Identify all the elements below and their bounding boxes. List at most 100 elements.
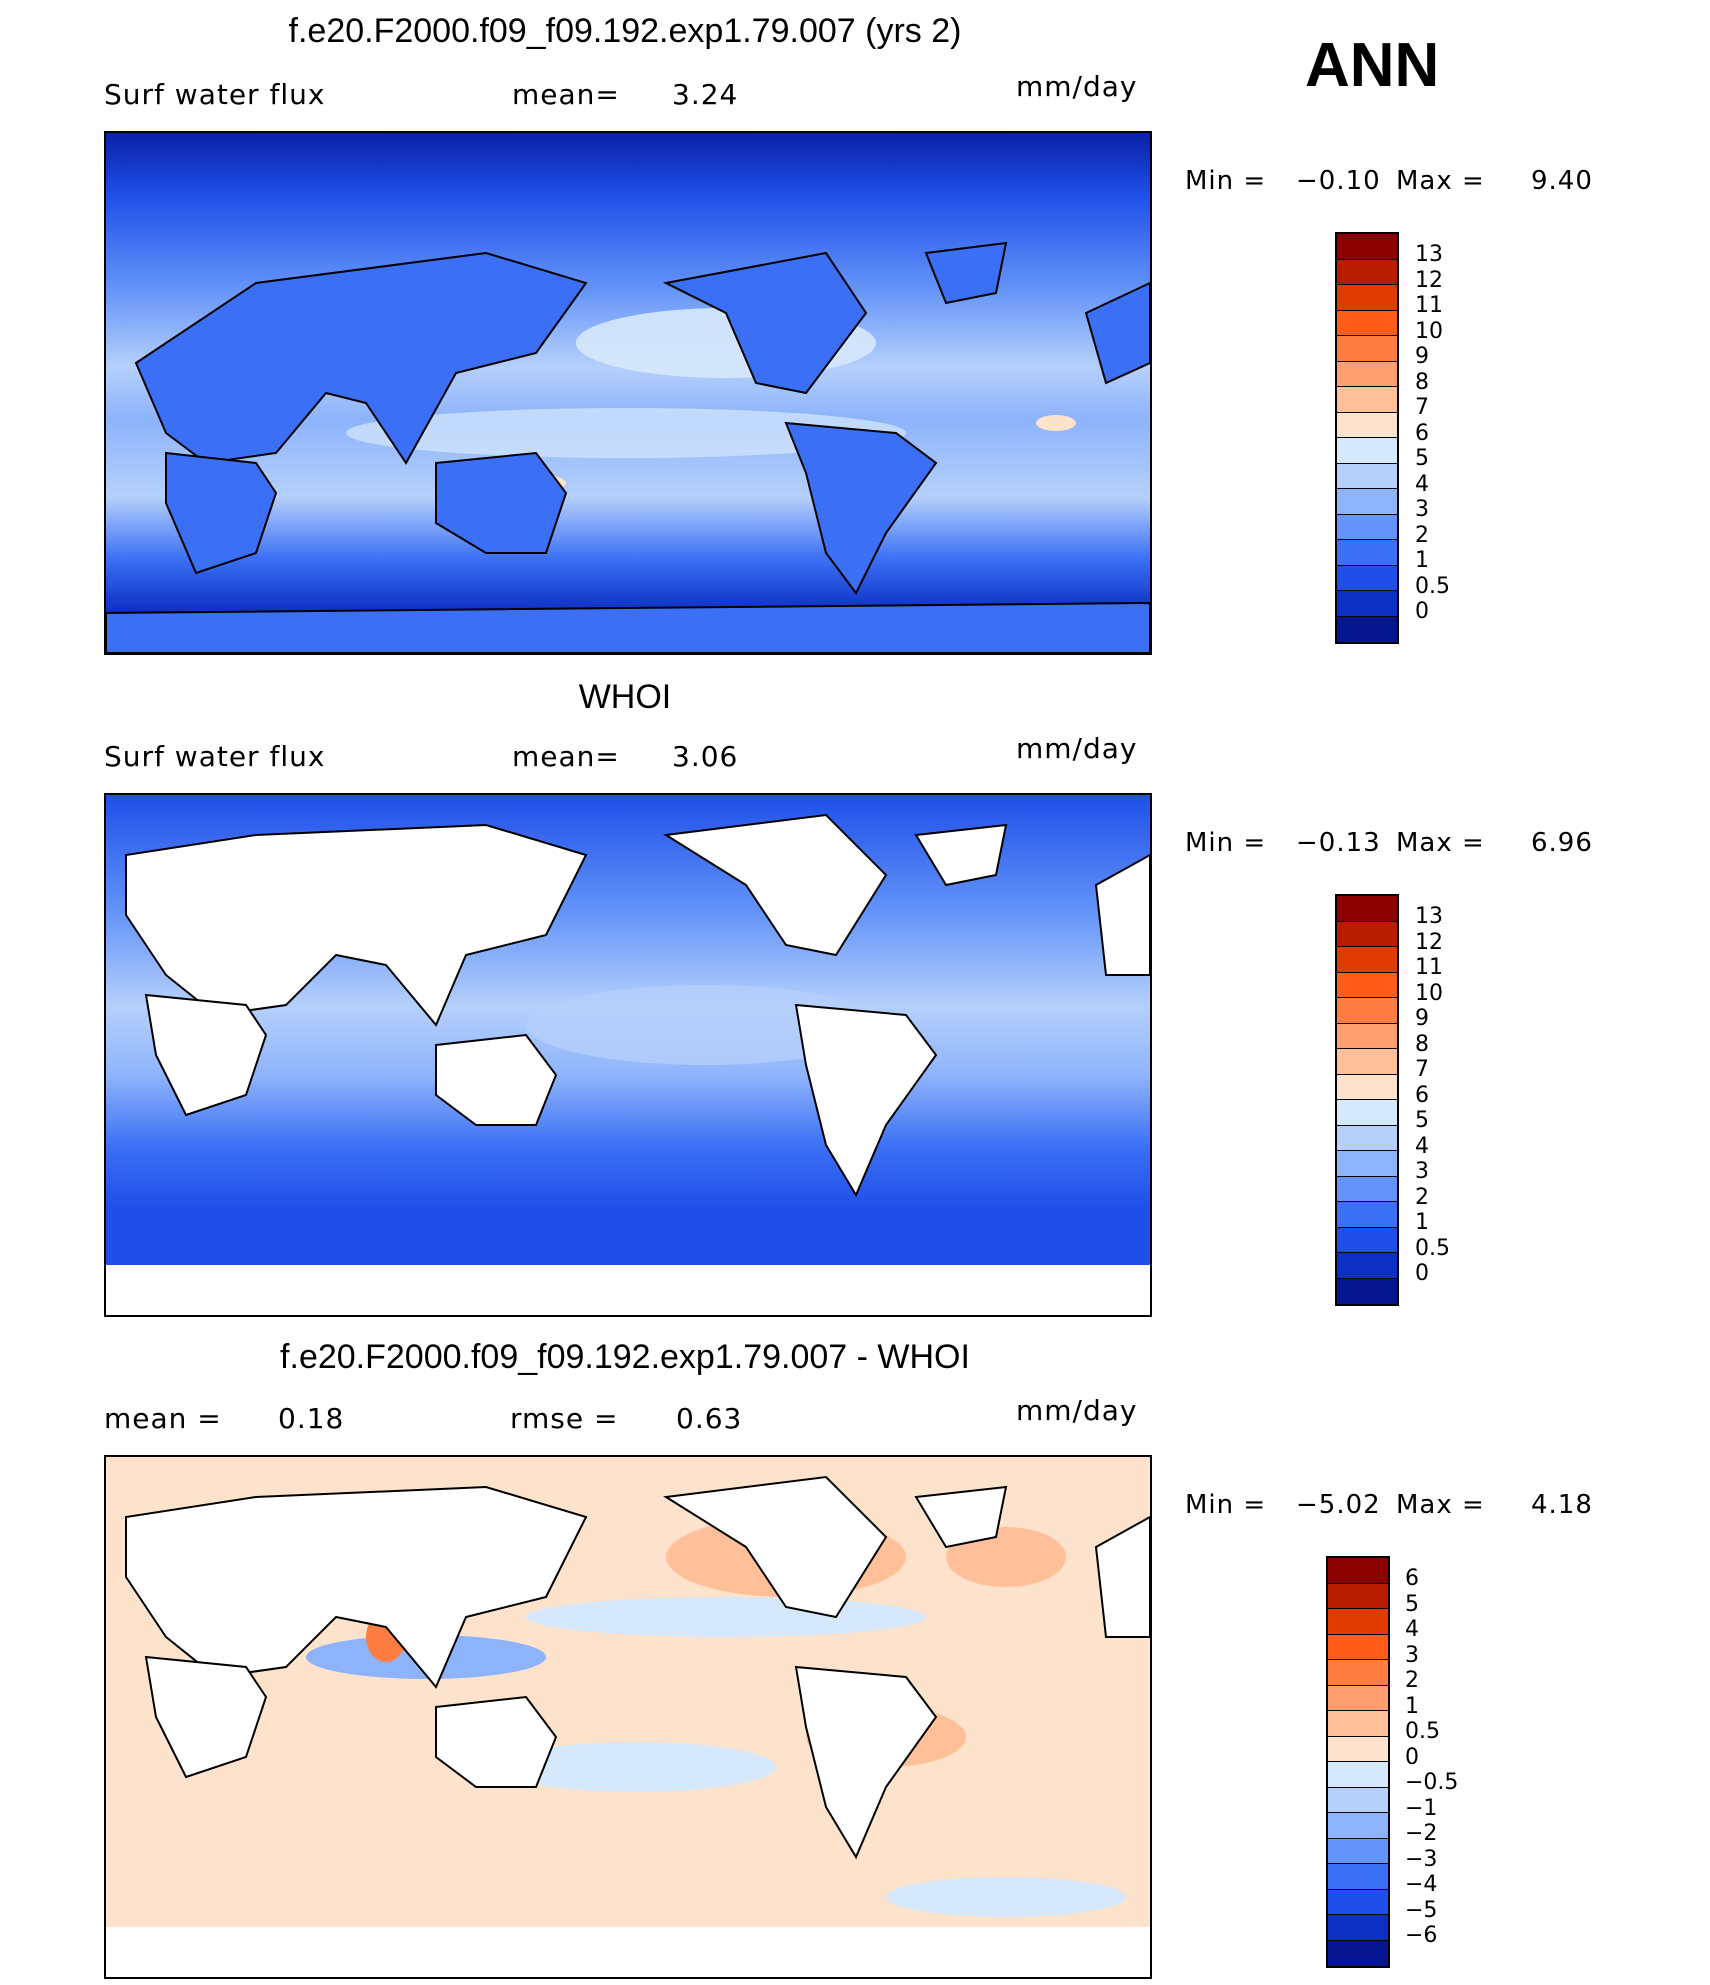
colorbar-segment <box>1337 1151 1397 1177</box>
panel3-map <box>104 1455 1152 1979</box>
colorbar-tick-label: 5 <box>1415 1108 1429 1133</box>
colorbar-tick-label: 7 <box>1415 395 1429 420</box>
panel2-units: mm/day <box>1016 732 1138 765</box>
colorbar-segment <box>1328 1609 1388 1635</box>
panel2-field-label: Surf water flux <box>104 740 326 773</box>
colorbar-segment <box>1337 259 1397 285</box>
colorbar-segment <box>1337 591 1397 617</box>
panel2-mean-label: mean= <box>512 740 620 773</box>
colorbar-tick-label: 4 <box>1415 1133 1429 1159</box>
panel3-map-plot <box>106 1457 1150 1977</box>
panel3-rmse-label: rmse = <box>510 1402 619 1435</box>
colorbar-segment <box>1328 1787 1388 1813</box>
colorbar-segment <box>1337 234 1397 260</box>
colorbar-tick-label: 9 <box>1415 344 1429 369</box>
colorbar-segment <box>1328 1889 1388 1915</box>
colorbar-tick-label: −5 <box>1405 1897 1438 1923</box>
colorbar-tick-label: 2 <box>1415 1184 1429 1210</box>
colorbar-segment <box>1337 1227 1397 1253</box>
colorbar-tick-label: 9 <box>1415 1006 1429 1031</box>
colorbar-tick-label: 13 <box>1415 242 1443 267</box>
panel2-min-value: −0.13 <box>1296 828 1381 858</box>
colorbar-tick-label: 0.5 <box>1415 573 1450 599</box>
panel2-map-plot <box>106 795 1150 1315</box>
panel2-max-label: Max = <box>1396 828 1485 858</box>
colorbar-segment <box>1337 285 1397 311</box>
panel1-mean-value: 3.24 <box>672 78 739 111</box>
colorbar-segment <box>1337 361 1397 387</box>
panel3-mean-label: mean = <box>104 1402 222 1435</box>
panel1-title: f.e20.F2000.f09_f09.192.exp1.79.007 (yrs… <box>288 12 962 50</box>
colorbar-tick-label: −3 <box>1405 1846 1438 1872</box>
panel3-min-value: −5.02 <box>1296 1490 1381 1520</box>
colorbar-segment <box>1337 1100 1397 1126</box>
colorbar-segment <box>1337 1049 1397 1075</box>
panel1-map <box>104 131 1152 655</box>
panel2-map <box>104 793 1152 1317</box>
colorbar-segment <box>1337 310 1397 336</box>
colorbar-tick-label: −2 <box>1405 1821 1438 1846</box>
panel3-mean-value: 0.18 <box>278 1402 345 1435</box>
colorbar-tick-label: 0 <box>1415 1261 1429 1286</box>
panel2-colorbar <box>1335 894 1399 1306</box>
colorbar-tick-label: 6 <box>1415 420 1429 446</box>
colorbar-tick-label: 10 <box>1415 980 1443 1006</box>
panel1-max-value: 9.40 <box>1531 166 1593 196</box>
colorbar-segment <box>1337 896 1397 922</box>
colorbar-tick-label: −1 <box>1405 1795 1438 1821</box>
colorbar-segment <box>1337 1074 1397 1100</box>
panel1-units: mm/day <box>1016 70 1138 103</box>
colorbar-segment <box>1328 1864 1388 1890</box>
panel3-title: f.e20.F2000.f09_f09.192.exp1.79.007 - WH… <box>280 1338 970 1376</box>
colorbar-segment <box>1337 336 1397 362</box>
colorbar-segment <box>1337 1125 1397 1151</box>
colorbar-tick-label: −4 <box>1405 1872 1438 1897</box>
colorbar-tick-label: 4 <box>1415 471 1429 497</box>
colorbar-segment <box>1328 1813 1388 1839</box>
colorbar-tick-label: 12 <box>1415 267 1443 293</box>
colorbar-tick-label: 3 <box>1415 497 1429 522</box>
colorbar-segment <box>1328 1685 1388 1711</box>
panel3-max-value: 4.18 <box>1531 1490 1593 1520</box>
colorbar-tick-label: 11 <box>1415 955 1443 980</box>
colorbar-segment <box>1328 1558 1388 1584</box>
colorbar-tick-label: 11 <box>1415 293 1443 318</box>
colorbar-tick-label: 1 <box>1415 1210 1429 1235</box>
colorbar-tick-label: 4 <box>1405 1617 1419 1642</box>
colorbar-segment <box>1337 1278 1397 1304</box>
colorbar-segment <box>1337 1023 1397 1049</box>
colorbar-tick-label: 5 <box>1415 446 1429 471</box>
panel1-mean-label: mean= <box>512 78 620 111</box>
colorbar-segment <box>1337 412 1397 438</box>
panel3-rmse-value: 0.63 <box>676 1402 743 1435</box>
colorbar-segment <box>1328 1838 1388 1864</box>
colorbar-tick-label: 6 <box>1405 1566 1419 1591</box>
colorbar-tick-label: 3 <box>1405 1642 1419 1668</box>
panel1-colorbar <box>1335 232 1399 644</box>
panel3-max-label: Max = <box>1396 1490 1485 1520</box>
colorbar-tick-label: 0 <box>1415 599 1429 624</box>
colorbar-segment <box>1337 540 1397 566</box>
colorbar-tick-label: −0.5 <box>1405 1770 1459 1795</box>
colorbar-tick-label: −6 <box>1405 1923 1438 1948</box>
colorbar-segment <box>1337 1176 1397 1202</box>
colorbar-tick-label: 3 <box>1415 1159 1429 1184</box>
colorbar-segment <box>1337 1202 1397 1228</box>
colorbar-tick-label: 0 <box>1405 1744 1419 1770</box>
colorbar-segment <box>1337 998 1397 1024</box>
panel2-min-label: Min = <box>1185 828 1267 858</box>
panel3-colorbar <box>1326 1556 1390 1968</box>
colorbar-tick-label: 1 <box>1415 548 1429 573</box>
colorbar-segment <box>1328 1660 1388 1686</box>
colorbar-segment <box>1328 1583 1388 1609</box>
colorbar-segment <box>1337 972 1397 998</box>
colorbar-segment <box>1337 463 1397 489</box>
colorbar-tick-label: 2 <box>1415 522 1429 548</box>
colorbar-tick-label: 10 <box>1415 318 1443 344</box>
colorbar-segment <box>1328 1915 1388 1941</box>
panel2-max-value: 6.96 <box>1531 828 1593 858</box>
colorbar-segment <box>1337 565 1397 591</box>
colorbar-segment <box>1337 1253 1397 1279</box>
colorbar-segment <box>1337 387 1397 413</box>
panel3-min-label: Min = <box>1185 1490 1267 1520</box>
